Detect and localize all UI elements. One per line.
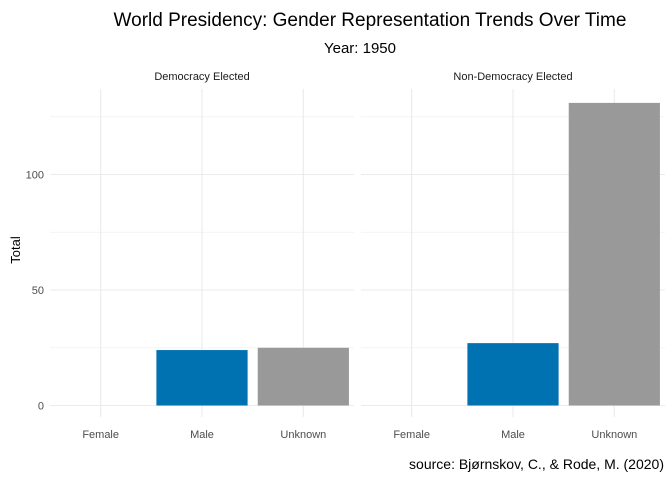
x-tick-label: Male (501, 429, 525, 441)
chart-caption: source: Bjørnskov, C., & Rode, M. (2020) (409, 456, 664, 472)
x-tick-label: Male (190, 429, 214, 441)
y-tick-label: 50 (32, 285, 44, 297)
x-tick-label: Unknown (280, 429, 326, 441)
bar-male (467, 343, 559, 406)
y-axis-label: Total (8, 236, 23, 264)
x-tick-label: Female (82, 429, 119, 441)
y-tick-label: 100 (26, 170, 44, 182)
chart-subtitle: Year: 1950 (324, 40, 396, 57)
panel-strip-label: Democracy Elected (154, 71, 249, 83)
x-tick-label: Unknown (591, 429, 637, 441)
y-tick-label: 0 (38, 401, 44, 413)
x-tick-label: Female (393, 429, 430, 441)
panels: 0 50 100 Democracy Elected Female Male Unknown… (26, 71, 665, 441)
bar-male (156, 350, 248, 406)
bar-unknown (257, 347, 349, 406)
chart-title: World Presidency: Gender Representation … (114, 10, 627, 31)
bar-unknown (568, 102, 660, 406)
panel-strip-label: Non-Democracy Elected (453, 71, 572, 83)
